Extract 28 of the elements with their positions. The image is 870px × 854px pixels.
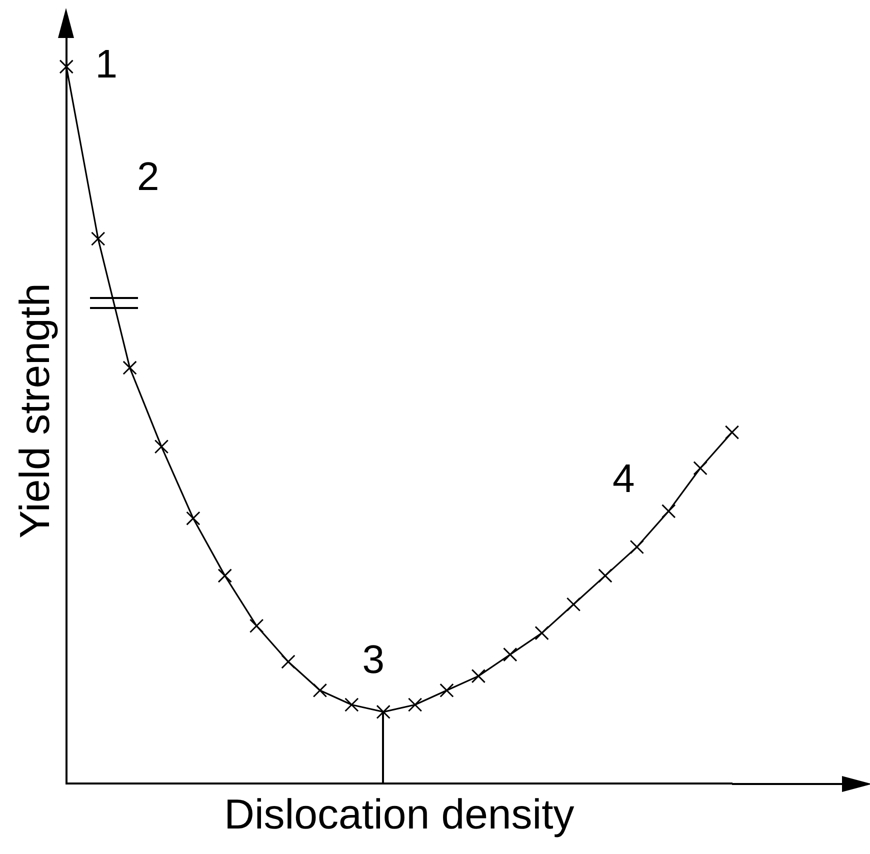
point — [440, 683, 454, 698]
point — [90, 232, 106, 246]
point — [598, 568, 612, 583]
point — [249, 618, 264, 633]
annotation: 2 — [136, 154, 160, 199]
point — [724, 425, 740, 440]
x-axis-title: Dislocation density — [224, 790, 574, 838]
point — [408, 698, 422, 712]
point — [566, 597, 581, 612]
point — [630, 540, 644, 554]
point — [471, 668, 486, 684]
point — [534, 626, 549, 640]
annotation: 3 — [362, 638, 384, 682]
point — [154, 440, 169, 454]
y-axis-title: Yield strength — [10, 283, 58, 538]
point — [281, 654, 296, 669]
point — [344, 698, 359, 712]
point — [661, 504, 676, 518]
point — [693, 461, 708, 476]
point — [376, 704, 390, 720]
point — [218, 568, 232, 583]
point — [186, 511, 200, 526]
annotation: 4 — [612, 457, 635, 502]
annotation: 1 — [95, 42, 118, 87]
point — [312, 683, 328, 698]
point — [122, 360, 137, 375]
point — [59, 60, 74, 74]
point — [503, 647, 518, 662]
